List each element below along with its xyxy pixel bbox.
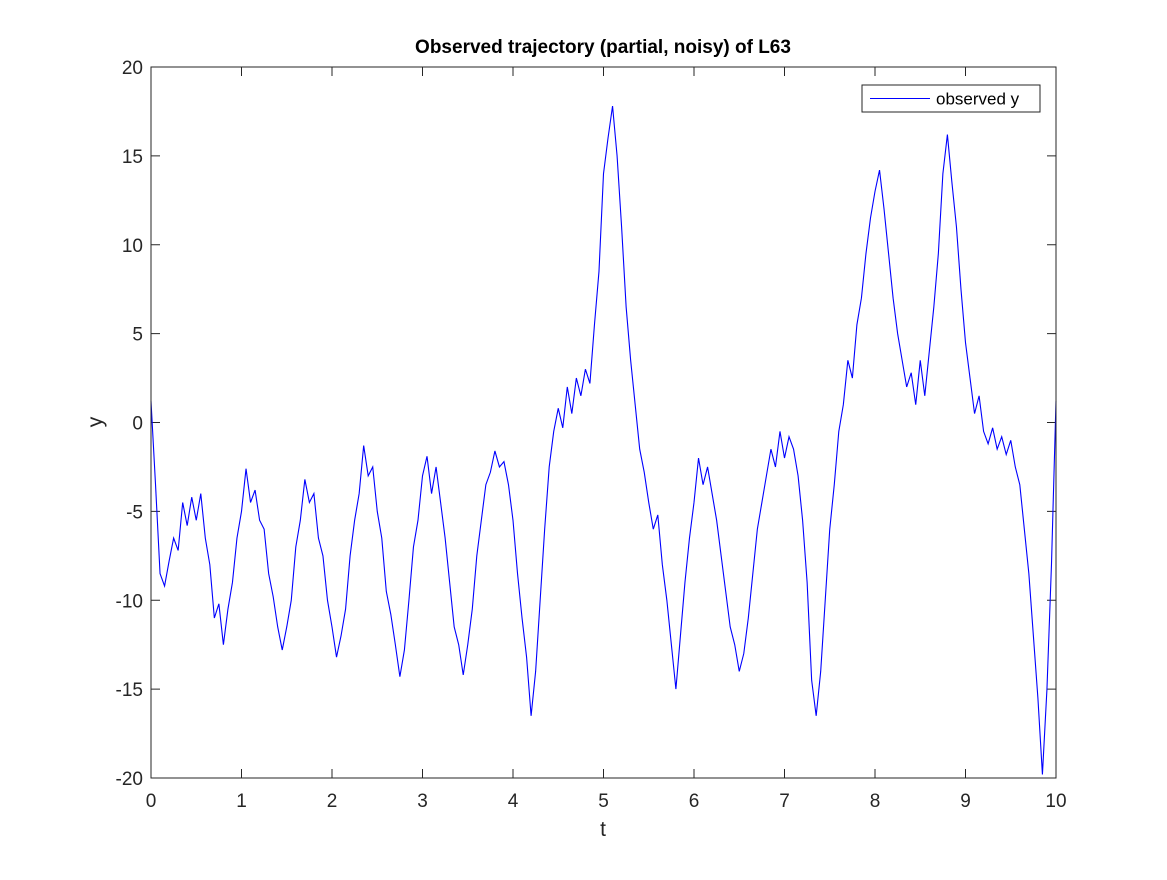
x-tick-label: 5 (598, 791, 609, 812)
x-tick-label: 3 (417, 791, 428, 812)
x-tick-label: 4 (508, 791, 519, 812)
x-axis-label: t (600, 818, 606, 841)
y-tick-label: -5 (126, 502, 143, 523)
y-tick-label: 20 (122, 58, 143, 79)
y-tick-label: -15 (116, 680, 143, 701)
x-tick-label: 10 (1045, 791, 1066, 812)
y-tick-label: -20 (116, 769, 143, 790)
y-axis-label: y (84, 416, 107, 427)
x-tick-label: 6 (689, 791, 700, 812)
y-tick-label: 10 (122, 236, 143, 257)
chart-title: Observed trajectory (partial, noisy) of … (415, 37, 791, 58)
x-tick-label: 8 (870, 791, 881, 812)
x-tick-label: 2 (327, 791, 338, 812)
x-tick-label: 7 (779, 791, 790, 812)
y-tick-label: 0 (132, 414, 143, 435)
y-tick-label: -10 (116, 591, 143, 612)
axes-box (150, 66, 1057, 779)
x-tick-label: 0 (146, 791, 157, 812)
x-tick-label: 9 (960, 791, 971, 812)
legend-label: observed y (936, 90, 1020, 109)
data-line (150, 106, 1057, 775)
y-tick-label: 5 (132, 325, 143, 346)
y-tick-label: 15 (122, 147, 143, 168)
x-tick-label: 1 (236, 791, 247, 812)
